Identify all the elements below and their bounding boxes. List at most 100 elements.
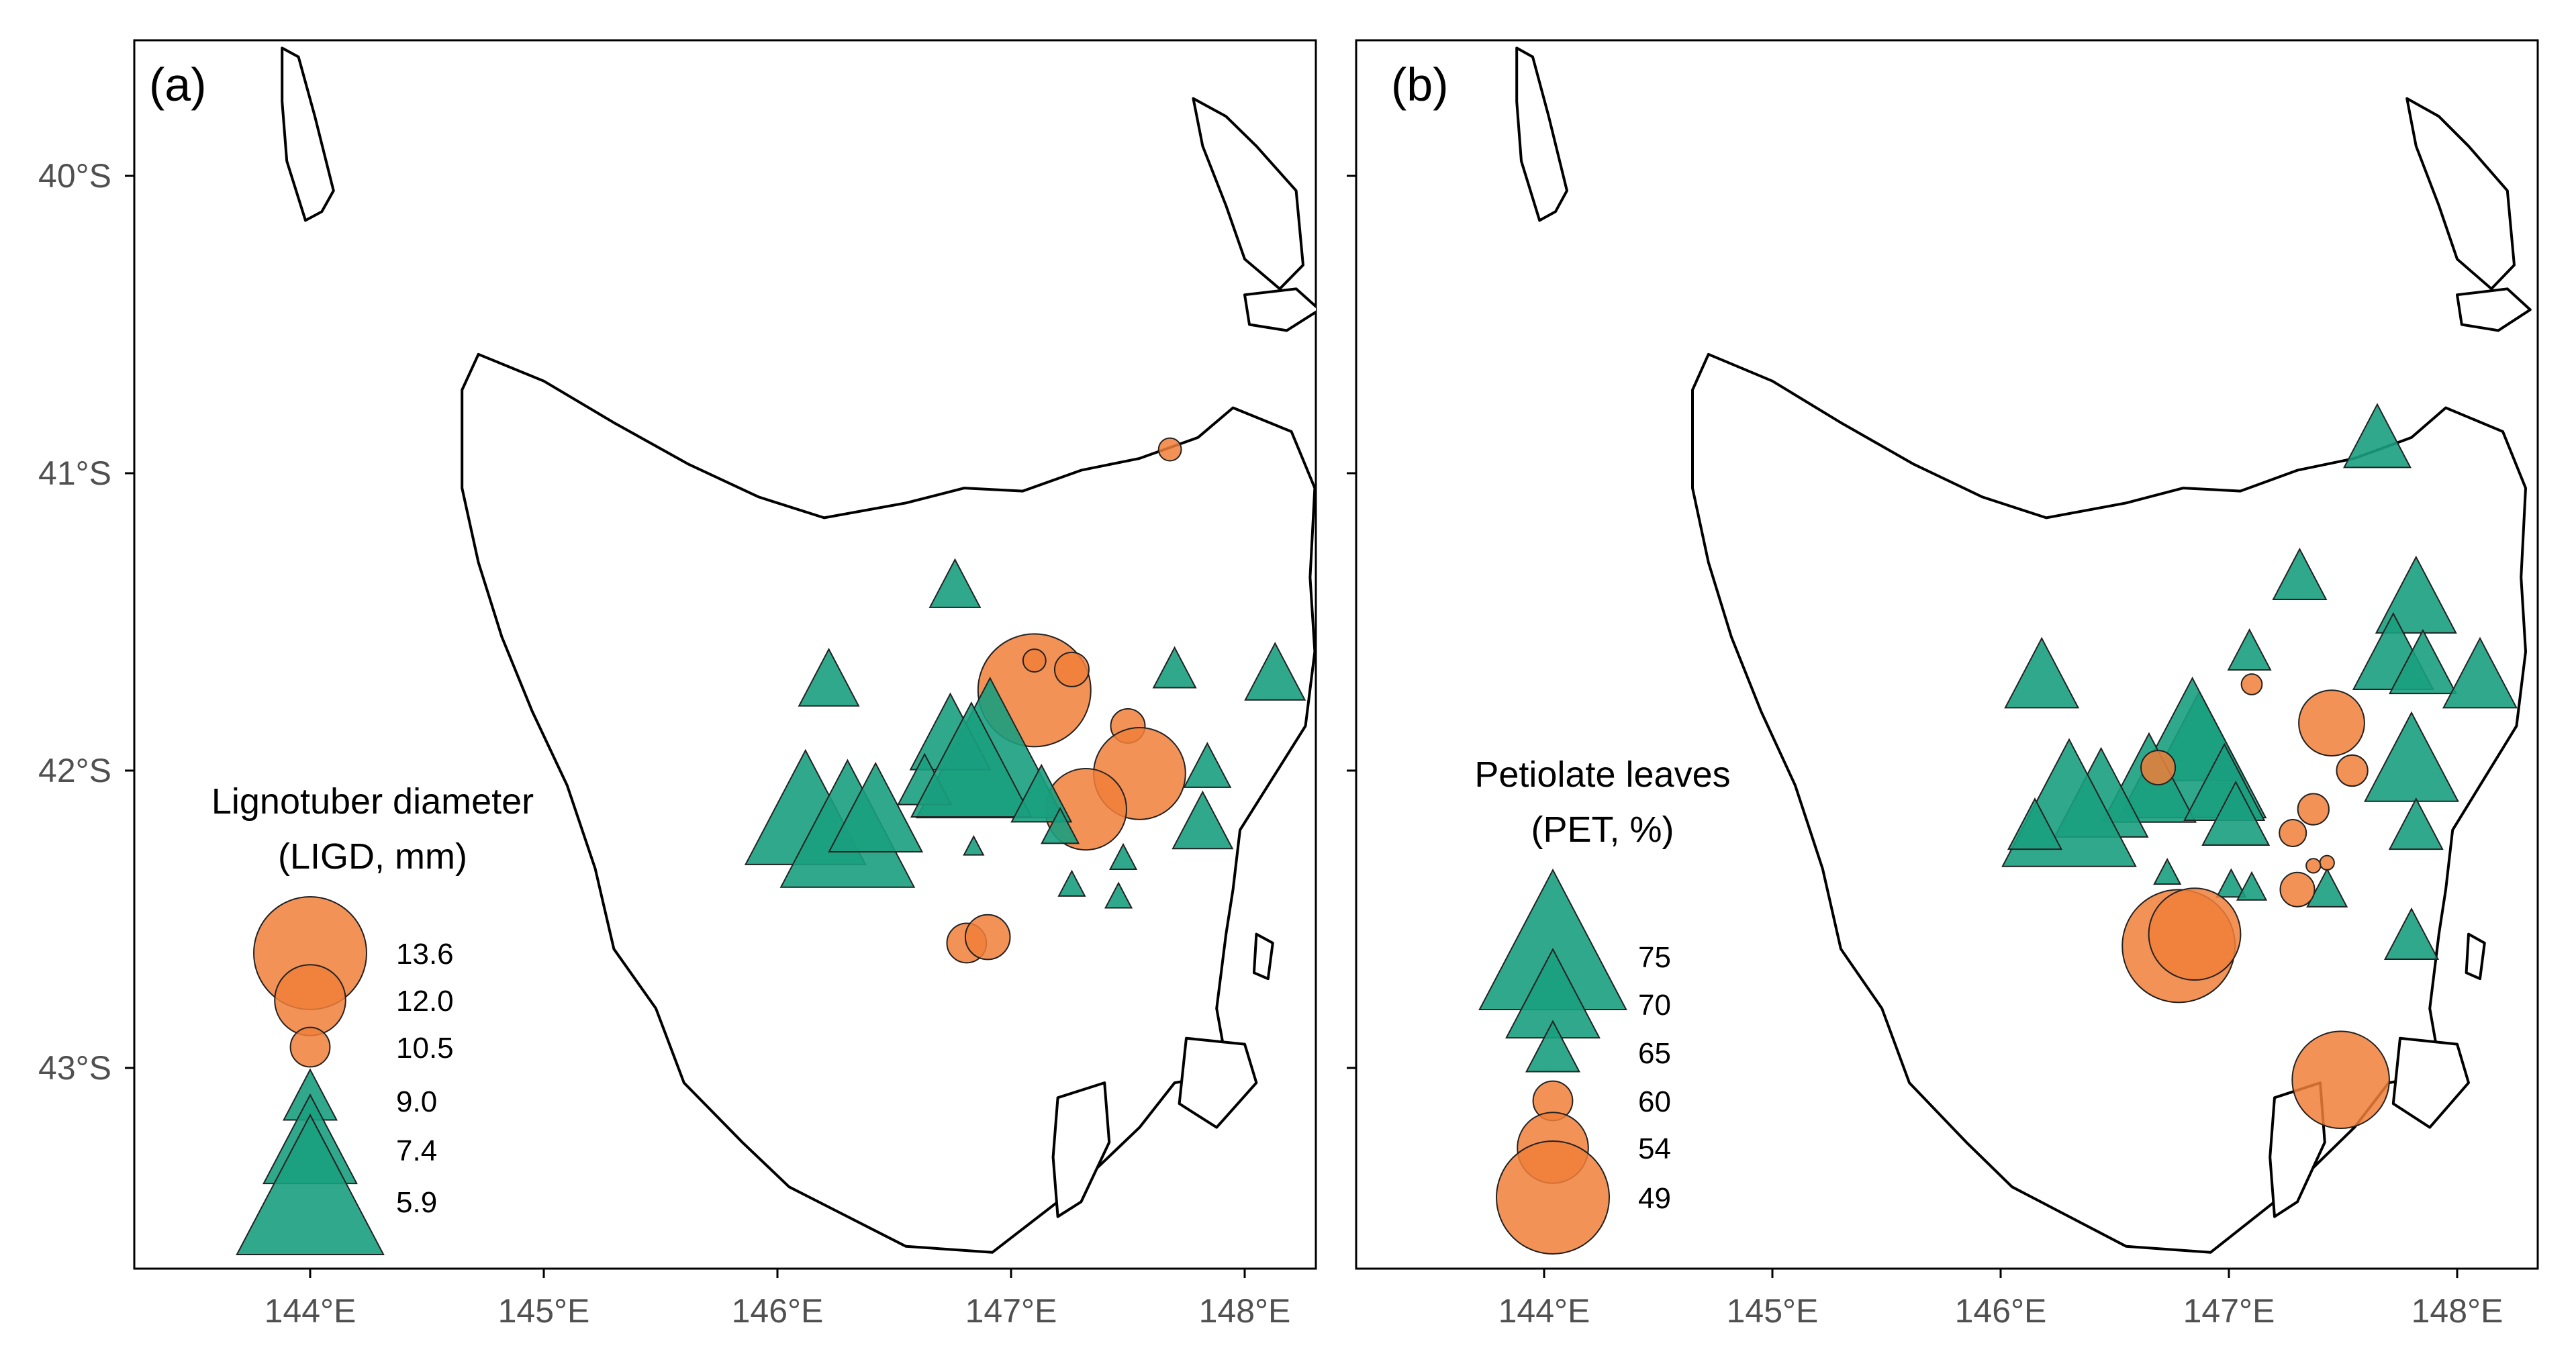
triangle-marker [2236, 871, 2268, 901]
legend: Lignotuber diameter (LIGD, mm) 13.6 12.0 1… [211, 781, 534, 1256]
lon-tick-label: 145°E [1727, 1292, 1819, 1330]
triangle-marker [798, 647, 860, 707]
lon-tick-label: 147°E [965, 1292, 1057, 1330]
legend-value: 65 [1638, 1037, 1671, 1070]
legend-value: 54 [1638, 1132, 1671, 1165]
circle-marker [2148, 887, 2242, 981]
circle-marker [2305, 858, 2322, 874]
legend-title: Petiolate leaves [1474, 754, 1730, 795]
coastline-flinders [1192, 97, 1304, 291]
axis-ticks: 144°E 145°E 146°E 147°E 148°E [1347, 175, 2503, 1330]
lon-tick-label: 146°E [732, 1292, 824, 1330]
lat-tick-label: 40°S [38, 157, 111, 195]
circle-marker [2291, 1030, 2390, 1130]
legend-circle [289, 1026, 331, 1068]
coastline-king [1515, 46, 1568, 222]
lon-tick-label: 144°E [265, 1292, 356, 1330]
triangle-marker [2007, 797, 2063, 850]
legend-value: 60 [1638, 1085, 1671, 1118]
legend-value: 10.5 [396, 1032, 454, 1065]
triangle-marker [2383, 907, 2440, 961]
triangle-marker [2272, 547, 2328, 600]
circle-marker [2140, 750, 2177, 786]
circle-marker [2240, 673, 2263, 695]
triangle-marker [1108, 842, 1138, 870]
triangle-marker [2388, 628, 2458, 695]
circle-marker [1053, 651, 1090, 687]
lat-tick-label: 42°S [38, 752, 111, 789]
panel-label: (b) [1391, 58, 1449, 111]
triangle-marker [2227, 628, 2272, 671]
triangle-marker [1244, 642, 1306, 701]
coastline-bruny [1051, 1081, 1111, 1218]
legend-value: 13.6 [396, 938, 454, 971]
triangle-marker [2215, 868, 2247, 898]
coastline-maria [2465, 932, 2486, 981]
lon-tick-label: 145°E [498, 1292, 590, 1330]
legend-value: 9.0 [396, 1085, 437, 1118]
lon-tick-label: 144°E [1498, 1292, 1590, 1330]
legend-value: 5.9 [396, 1186, 437, 1219]
lon-tick-label: 148°E [2412, 1292, 2503, 1330]
coastline-capebarren [2456, 287, 2532, 332]
triangle-marker [2153, 857, 2182, 885]
triangle-marker [1104, 881, 1133, 909]
data-points [2001, 403, 2518, 1130]
circle-marker [964, 914, 1011, 961]
triangle-marker [828, 761, 924, 853]
legend-subtitle: (LIGD, mm) [278, 836, 467, 877]
lon-tick-label: 146°E [1955, 1292, 2047, 1330]
coastline-tasman [1178, 1036, 1258, 1129]
circle-marker [2336, 754, 2369, 787]
triangle-marker [1057, 869, 1086, 897]
axis-ticks: 144°E 145°E 146°E 147°E 148°E 40°S 41°S 42°S 43°… [38, 157, 1290, 1330]
circle-marker [2279, 871, 2316, 908]
coastline-flinders [2405, 97, 2516, 291]
legend-value: 49 [1638, 1182, 1671, 1215]
map-panel-a: (a) 144°E 145°E 146°E 147°E 148°E 40°S 41°S 42°… [38, 39, 1317, 1330]
coastline-maria [1252, 932, 1274, 981]
legend-value: 75 [1638, 941, 1671, 974]
triangle-marker [928, 558, 982, 608]
triangle-marker [2364, 711, 2459, 802]
circle-marker [2298, 689, 2365, 757]
legend: Petiolate leaves (PET, %) 75 70 65 60 54 49 [1474, 754, 1731, 1255]
legend-value: 7.4 [396, 1134, 437, 1167]
circle-marker [1022, 648, 1047, 673]
triangle-marker [2004, 636, 2080, 709]
lat-tick-label: 43°S [38, 1049, 111, 1087]
triangle-marker [2306, 867, 2348, 908]
legend-circle [1496, 1140, 1610, 1255]
triangle-marker [1152, 646, 1197, 689]
legend-value: 12.0 [396, 985, 454, 1018]
legend-triangle [1525, 1020, 1581, 1073]
data-points [744, 437, 1306, 964]
triangle-marker [1172, 790, 1234, 850]
triangle-marker [963, 834, 985, 856]
triangle-marker [2375, 555, 2457, 634]
triangle-marker [910, 701, 1033, 818]
map-panel-b: (b) 144°E 145°E 146°E 147°E 148°E Petiolate … [1347, 39, 2539, 1330]
triangle-marker [1010, 763, 1073, 823]
circle-marker [1157, 437, 1182, 462]
legend-title: Lignotuber diameter [211, 781, 534, 822]
circle-marker [2297, 793, 2330, 826]
lon-tick-label: 147°E [2183, 1292, 2275, 1330]
legend-triangle [236, 1113, 385, 1256]
legend-subtitle: (PET, %) [1531, 810, 1674, 850]
circle-marker [2279, 818, 2307, 848]
coastline-tasman [2391, 1036, 2470, 1129]
coastline-capebarren [1243, 287, 1316, 332]
triangle-marker [2442, 636, 2518, 709]
legend-value: 70 [1638, 989, 1671, 1022]
triangle-marker [2201, 780, 2271, 846]
coastline-king [281, 46, 335, 222]
triangle-marker [2388, 797, 2444, 850]
triangle-marker [2342, 403, 2412, 469]
triangle-marker [1183, 742, 1232, 788]
lat-tick-label: 41°S [38, 454, 111, 492]
lon-tick-label: 148°E [1199, 1292, 1291, 1330]
legend-circle [274, 964, 346, 1036]
triangle-marker [1041, 807, 1080, 844]
